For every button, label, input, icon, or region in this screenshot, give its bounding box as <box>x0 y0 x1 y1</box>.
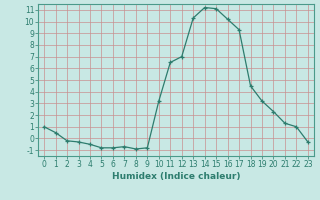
X-axis label: Humidex (Indice chaleur): Humidex (Indice chaleur) <box>112 172 240 181</box>
